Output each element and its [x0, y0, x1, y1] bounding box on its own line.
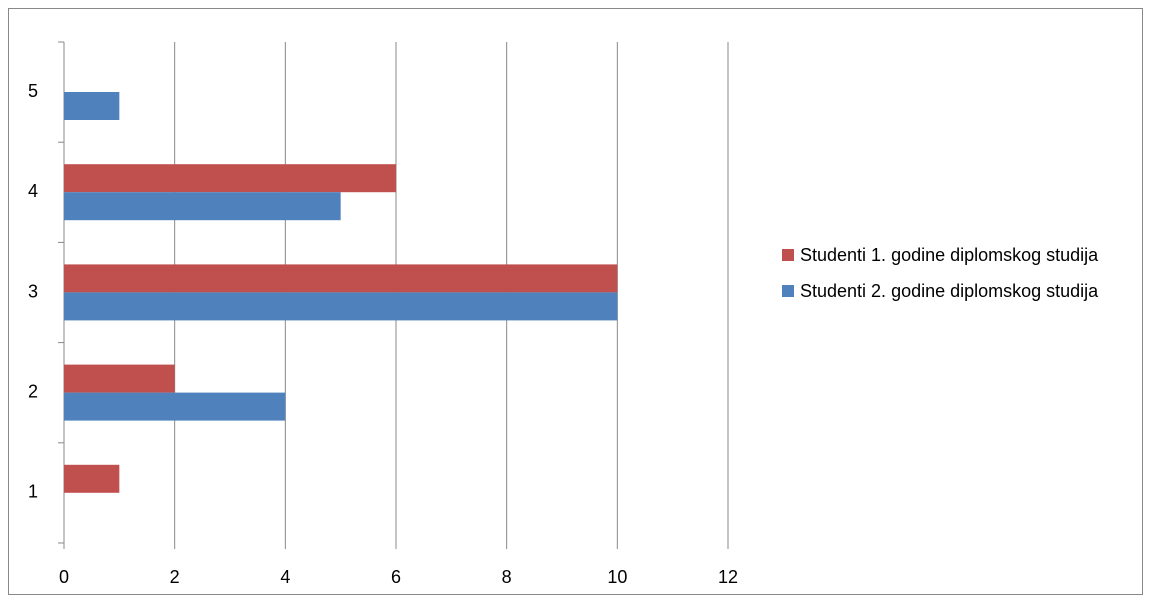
y-tick-label: 4	[28, 181, 38, 201]
bar	[64, 392, 286, 421]
x-tick-label: 6	[391, 567, 401, 587]
x-tick-label: 2	[170, 567, 180, 587]
chart-border	[8, 8, 1143, 595]
legend-label: Studenti 2. godine diplomskog studija	[800, 281, 1099, 301]
legend-label: Studenti 1. godine diplomskog studija	[800, 245, 1099, 265]
bar	[64, 292, 618, 321]
y-tick-label: 2	[28, 381, 38, 401]
x-tick-label: 0	[59, 567, 69, 587]
x-tick-label: 4	[280, 567, 290, 587]
bar	[64, 464, 120, 493]
legend-swatch	[782, 249, 794, 261]
y-tick-label: 3	[28, 281, 38, 301]
bar	[64, 192, 341, 221]
legend: Studenti 1. godine diplomskog studija Stu…	[782, 242, 1132, 314]
bar	[64, 364, 175, 393]
legend-item: Studenti 2. godine diplomskog studija	[782, 278, 1132, 304]
bar	[64, 264, 618, 293]
y-tick-label: 5	[28, 81, 38, 101]
x-tick-label: 12	[718, 567, 738, 587]
legend-item: Studenti 1. godine diplomskog studija	[782, 242, 1132, 268]
bar	[64, 164, 396, 193]
y-tick-label: 1	[28, 482, 38, 502]
x-tick-label: 8	[502, 567, 512, 587]
x-tick-label: 10	[607, 567, 627, 587]
bar	[64, 92, 120, 120]
legend-swatch	[782, 285, 794, 297]
